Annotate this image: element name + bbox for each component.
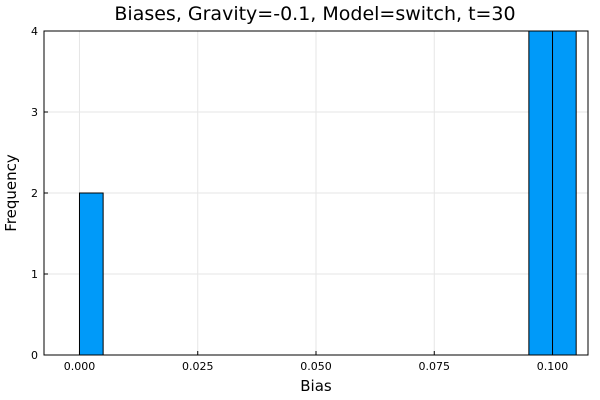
y-axis-label: Frequency	[2, 154, 20, 232]
histogram-bar	[528, 30, 554, 356]
histogram-bar	[552, 30, 577, 356]
x-tick-label: 0.025	[182, 360, 214, 373]
histogram-bar	[78, 192, 104, 356]
y-tick-label: 4	[31, 25, 38, 38]
y-tick-label: 2	[31, 187, 38, 200]
y-tick-label: 3	[31, 106, 38, 119]
y-tick-label: 0	[31, 349, 38, 362]
x-axis-label: Bias	[300, 377, 332, 395]
x-tick-label: 0.050	[300, 360, 332, 373]
axis-ticks: 0.000 0.025 0.050 0.075 0.100 0 1 2 3 4	[31, 25, 568, 373]
histogram-bars	[78, 30, 577, 356]
x-tick-label: 0.100	[537, 360, 569, 373]
x-tick-label: 0.075	[419, 360, 451, 373]
grid-lines	[44, 30, 588, 356]
y-tick-label: 1	[31, 268, 38, 281]
chart-title: Biases, Gravity=-0.1, Model=switch, t=30	[114, 3, 515, 25]
x-tick-label: 0.000	[64, 360, 96, 373]
